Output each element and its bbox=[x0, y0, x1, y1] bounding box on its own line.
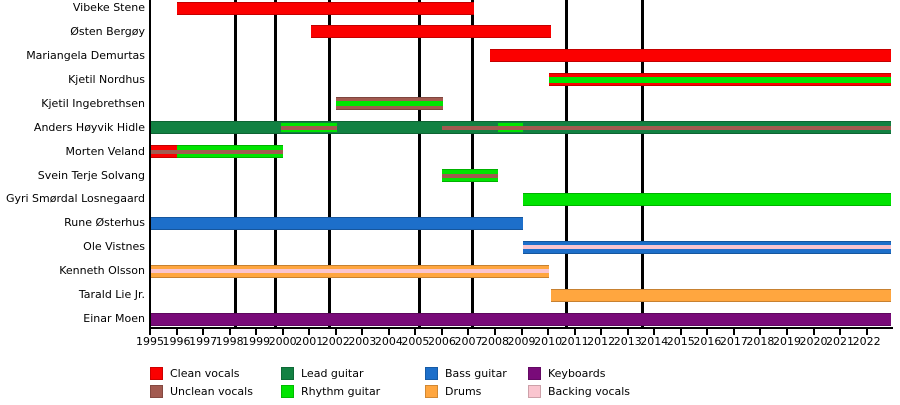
y-axis-line bbox=[149, 0, 151, 329]
axis-tick bbox=[839, 329, 842, 335]
axis-tick-label: 1997 bbox=[189, 335, 218, 348]
axis-tick bbox=[414, 329, 417, 335]
album-release-line bbox=[417, 0, 421, 327]
member-label: Østen Bergøy bbox=[70, 24, 145, 38]
axis-tick bbox=[653, 329, 656, 335]
axis-tick bbox=[281, 329, 284, 335]
axis-tick-label: 2012 bbox=[587, 335, 616, 348]
axis-tick-label: 2017 bbox=[719, 335, 748, 348]
axis-tick-label: 2006 bbox=[427, 335, 456, 348]
axis-tick bbox=[387, 329, 390, 335]
axis-tick-label: 2010 bbox=[534, 335, 563, 348]
axis-tick-label: 2002 bbox=[321, 335, 350, 348]
member-label: Kjetil Nordhus bbox=[68, 72, 145, 86]
axis-tick-label: 2014 bbox=[640, 335, 669, 348]
x-axis-line bbox=[149, 327, 893, 329]
member-label: Anders Høyvik Hidle bbox=[33, 120, 145, 134]
axis-tick-label: 2015 bbox=[666, 335, 695, 348]
album-release-line bbox=[640, 0, 644, 327]
axis-tick bbox=[865, 329, 868, 335]
axis-tick bbox=[334, 329, 337, 335]
axis-tick-label: 2000 bbox=[268, 335, 297, 348]
axis-tick-label: 1998 bbox=[215, 335, 244, 348]
member-label: Einar Moen bbox=[83, 312, 145, 326]
axis-tick-label: 2021 bbox=[826, 335, 855, 348]
member-label: Rune Østerhus bbox=[64, 216, 145, 230]
axis-tick-label: 2020 bbox=[799, 335, 828, 348]
axis-tick bbox=[812, 329, 815, 335]
member-label: Svein Terje Solvang bbox=[37, 168, 145, 182]
axis-tick bbox=[626, 329, 629, 335]
timeline-bar-rhythm_guitar bbox=[335, 101, 444, 107]
axis-tick-label: 2007 bbox=[454, 335, 483, 348]
axis-tick-label: 2011 bbox=[560, 335, 589, 348]
member-label: Gyri Smørdal Losnegaard bbox=[5, 192, 145, 206]
timeline-bar-unclean_vocals bbox=[151, 149, 283, 154]
album-release-line bbox=[273, 0, 277, 327]
timeline-bar-backing_vocals bbox=[522, 245, 891, 250]
axis-tick bbox=[494, 329, 497, 335]
axis-tick-label: 2009 bbox=[507, 335, 536, 348]
timeline-bar-clean_vocals bbox=[489, 49, 891, 63]
axis-tick-label: 2004 bbox=[374, 335, 403, 348]
album-release-line bbox=[234, 0, 238, 327]
timeline-bar-unclean_vocals bbox=[441, 173, 498, 178]
axis-tick bbox=[202, 329, 205, 335]
timeline-bar-rhythm_guitar bbox=[522, 192, 891, 206]
timeline-bar-drums bbox=[551, 288, 891, 302]
axis-tick bbox=[573, 329, 576, 335]
member-label: Ole Vistnes bbox=[83, 240, 145, 254]
axis-tick-label: 2008 bbox=[481, 335, 510, 348]
axis-tick-label: 1996 bbox=[162, 335, 191, 348]
axis-tick bbox=[520, 329, 523, 335]
axis-tick bbox=[308, 329, 311, 335]
axis-tick bbox=[732, 329, 735, 335]
axis-tick bbox=[600, 329, 603, 335]
member-label: Tarald Lie Jr. bbox=[78, 288, 145, 302]
axis-tick bbox=[759, 329, 762, 335]
timeline-bar-keyboards bbox=[151, 312, 891, 326]
axis-tick-label: 2005 bbox=[401, 335, 430, 348]
axis-tick-label: 2003 bbox=[348, 335, 377, 348]
timeline-bar-rhythm_guitar bbox=[549, 76, 891, 83]
album-release-line bbox=[471, 0, 475, 327]
member-label: Kjetil Ingebrethsen bbox=[41, 96, 145, 110]
timeline-bar-unclean_vocals bbox=[281, 125, 338, 130]
member-label: Morten Veland bbox=[65, 144, 145, 158]
timeline-bar-backing_vocals bbox=[151, 269, 550, 274]
axis-tick bbox=[149, 329, 151, 335]
axis-tick bbox=[228, 329, 231, 335]
axis-tick bbox=[679, 329, 682, 335]
axis-tick-label: 2013 bbox=[613, 335, 642, 348]
axis-tick-label: 2018 bbox=[746, 335, 775, 348]
timeline-bar-clean_vocals bbox=[176, 1, 474, 15]
album-release-line bbox=[565, 0, 569, 327]
axis-tick bbox=[547, 329, 550, 335]
album-release-line bbox=[328, 0, 332, 327]
timeline-bar-clean_vocals bbox=[310, 25, 551, 39]
axis-tick-label: 2001 bbox=[295, 335, 324, 348]
member-label: Kenneth Olsson bbox=[59, 264, 145, 278]
axis-tick bbox=[175, 329, 178, 335]
axis-tick-label: 1995 bbox=[136, 335, 164, 348]
axis-tick-label: 1999 bbox=[242, 335, 271, 348]
axis-tick bbox=[785, 329, 788, 335]
axis-tick bbox=[255, 329, 258, 335]
axis-tick bbox=[440, 329, 443, 335]
timeline-bar-unclean_vocals bbox=[441, 125, 891, 130]
axis-tick-label: 2016 bbox=[693, 335, 722, 348]
axis-tick bbox=[467, 329, 470, 335]
axis-tick bbox=[706, 329, 709, 335]
member-label: Mariangela Demurtas bbox=[26, 48, 145, 62]
axis-tick-label: 2022 bbox=[852, 335, 881, 348]
axis-tick bbox=[361, 329, 364, 335]
member-label: Vibeke Stene bbox=[72, 1, 145, 14]
timeline-bar-bass_guitar bbox=[151, 216, 523, 230]
axis-tick-label: 2019 bbox=[772, 335, 801, 348]
